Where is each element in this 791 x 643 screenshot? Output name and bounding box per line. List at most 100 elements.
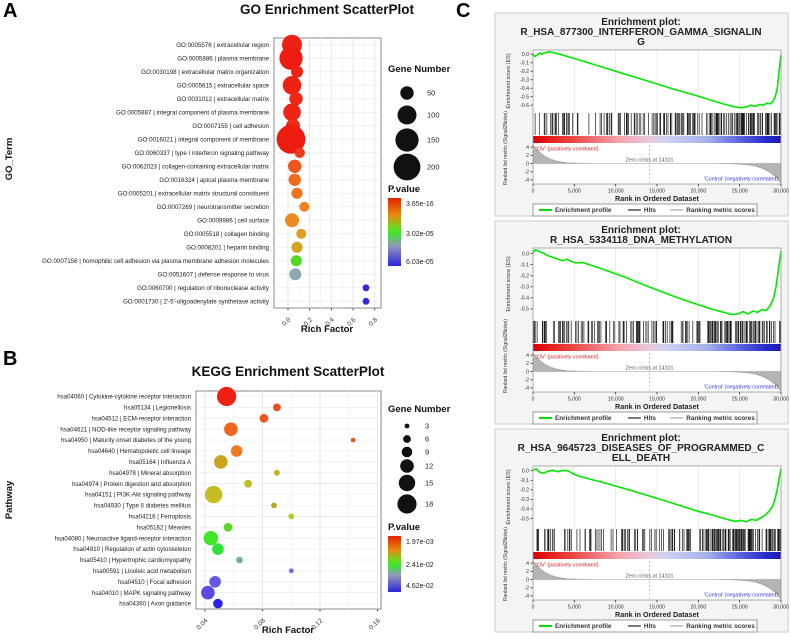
bubble bbox=[288, 173, 301, 186]
x-tick-label: 5,000 bbox=[568, 189, 581, 195]
bubble bbox=[279, 46, 303, 70]
es-tick-label: 0.0 bbox=[522, 52, 529, 58]
metric-tick-label: 0 bbox=[526, 577, 529, 583]
row-label: hsa00591 | Linoleic acid metabolism bbox=[93, 568, 191, 575]
row-label: hsa05162 | Measles bbox=[137, 524, 191, 531]
x-tick-label: 15,000 bbox=[649, 189, 665, 195]
legend-size-circle bbox=[400, 459, 414, 473]
legend-size-circle bbox=[397, 105, 417, 125]
bubble bbox=[291, 187, 303, 199]
y-axis-title: Pathway bbox=[4, 480, 15, 519]
bubble bbox=[201, 585, 215, 600]
es-tick-label: -0.5 bbox=[520, 307, 529, 313]
legend-size-circle bbox=[398, 474, 416, 492]
legend-pvalue-title: P.value bbox=[388, 522, 420, 533]
bubble bbox=[236, 556, 243, 564]
x-tick-label: 0.2 bbox=[303, 316, 315, 328]
row-label: GO:0051607 | defense response to virus bbox=[158, 271, 269, 278]
es-tick-label: -0.2 bbox=[520, 69, 529, 75]
bubble bbox=[283, 103, 301, 122]
gsea-legend-box bbox=[532, 203, 758, 217]
correlation-bar bbox=[533, 344, 781, 351]
es-axis-title: Enrichment score (ES) bbox=[506, 256, 512, 311]
x-tick-label: 25,000 bbox=[732, 189, 748, 195]
plot-area bbox=[195, 390, 382, 610]
bubble bbox=[290, 255, 302, 267]
y-axis-title: GO_Term bbox=[4, 138, 15, 181]
x-tick-label: 0 bbox=[532, 397, 535, 403]
es-tick-label: -0.1 bbox=[520, 478, 529, 484]
metric-tick-label: 2 bbox=[526, 569, 529, 575]
row-label: GO:0031012 | extracellular matrix bbox=[177, 96, 270, 103]
positive-corr-label: 'OV' (positively correlated) bbox=[536, 147, 599, 153]
es-axis-title: Enrichment score (ES) bbox=[506, 53, 512, 108]
legend-size-label: 15 bbox=[425, 479, 433, 488]
x-tick-label: 5,000 bbox=[568, 605, 581, 611]
x-tick-label: 25,000 bbox=[732, 397, 748, 403]
x-tick-label: 15,000 bbox=[649, 605, 665, 611]
correlation-bar bbox=[533, 552, 781, 559]
metric-tick-label: 0 bbox=[526, 369, 529, 375]
correlation-bar bbox=[533, 136, 781, 143]
bubble bbox=[288, 159, 302, 173]
row-label: GO:0005615 | extracellular space bbox=[177, 82, 270, 89]
x-axis-title: Rich Factor bbox=[262, 625, 315, 636]
metric-tick-label: -2 bbox=[524, 378, 529, 384]
legend-size-label: 18 bbox=[425, 500, 433, 509]
gsea-plot-interferon-gamma-signaling: Enrichment plot:R_HSA_877300_INTERFERON_… bbox=[494, 12, 789, 217]
gsea-legend-box bbox=[532, 619, 758, 633]
x-tick-label: 10,000 bbox=[608, 397, 624, 403]
metric-axis-title: Ranked list metric (Signal2Noise) bbox=[503, 527, 509, 601]
x-tick-label: 0.0 bbox=[281, 316, 293, 328]
bubble bbox=[213, 598, 223, 609]
gsea-title-line: ELL_DEATH bbox=[612, 453, 670, 464]
legend-pvalue-label: 3.65e-16 bbox=[406, 201, 434, 208]
zero-cross-label: Zero cross at 14101 bbox=[626, 574, 674, 580]
es-tick-label: -0.5 bbox=[520, 95, 529, 101]
x-tick-label: 30,000 bbox=[773, 397, 789, 403]
es-tick-label: -0.1 bbox=[520, 61, 529, 67]
gsea-title-line: R_HSA_877300_INTERFERON_GAMMA_SIGNALIN bbox=[520, 27, 761, 38]
rank-axis-title: Rank in Ordered Dataset bbox=[615, 610, 699, 619]
metric-tick-label: -4 bbox=[524, 386, 529, 392]
legend-size-circle bbox=[401, 446, 413, 458]
x-tick-label: 0.4 bbox=[324, 316, 336, 328]
rank-axis-title: Rank in Ordered Dataset bbox=[615, 194, 699, 203]
gsea-title-line: G bbox=[637, 37, 645, 48]
positive-corr-label: 'OV' (positively correlated) bbox=[536, 355, 599, 361]
row-label: GO:0007156 | homophilic cell adhesion vi… bbox=[42, 258, 269, 265]
es-tick-label: -0.5 bbox=[520, 516, 529, 522]
gsea-plot-dna-methylation: Enrichment plot:R_HSA_5334118_DNA_METHYL… bbox=[494, 220, 789, 425]
bubble bbox=[244, 479, 253, 488]
pvalue-gradient-bar bbox=[388, 198, 401, 266]
panel-b-label: B bbox=[3, 348, 18, 370]
metric-tick-label: -2 bbox=[524, 586, 529, 592]
legend-size-label: 150 bbox=[427, 136, 440, 145]
x-tick-label: 20,000 bbox=[690, 605, 706, 611]
es-axis-title: Enrichment score (ES) bbox=[506, 469, 512, 524]
bubble bbox=[224, 422, 238, 436]
es-tick-label: -0.4 bbox=[520, 86, 529, 92]
bubble bbox=[204, 485, 223, 504]
row-label: hsa04080 | Neuroactive ligand-receptor i… bbox=[55, 535, 191, 542]
row-label: GO:0062023 | collagen-containing extrace… bbox=[122, 163, 270, 170]
row-label: GO:0060337 | type I interferon signaling… bbox=[135, 150, 270, 157]
row-label: hsa04360 | Axon guidance bbox=[119, 601, 191, 608]
bubble bbox=[291, 241, 303, 253]
bubble bbox=[299, 201, 310, 212]
row-label: hsa05410 | Hypertrophic cardiomyopathy bbox=[80, 557, 192, 564]
row-label: hsa04810 | Regulation of actin cytoskele… bbox=[73, 546, 191, 553]
legend-size-circle bbox=[400, 86, 414, 100]
legend-size-circle bbox=[404, 423, 410, 429]
row-label: GO:0005518 | collagen binding bbox=[184, 231, 270, 238]
legend-item-label: Hits bbox=[644, 623, 657, 630]
legend-item-label: Enrichment profile bbox=[555, 415, 612, 422]
row-label: hsa04950 | Maturity onset diabetes of th… bbox=[61, 437, 191, 444]
row-label: GO:0005886 | plasma membrane bbox=[177, 55, 269, 62]
negative-corr-label: 'Control' (negatively correlated) bbox=[704, 385, 778, 391]
legend-item-label: Ranking metric scores bbox=[686, 623, 755, 630]
bubble bbox=[282, 76, 302, 95]
x-tick-label: 0.6 bbox=[346, 316, 358, 328]
row-label: GO:0060700 | regulation of ribonuclease … bbox=[137, 285, 270, 292]
